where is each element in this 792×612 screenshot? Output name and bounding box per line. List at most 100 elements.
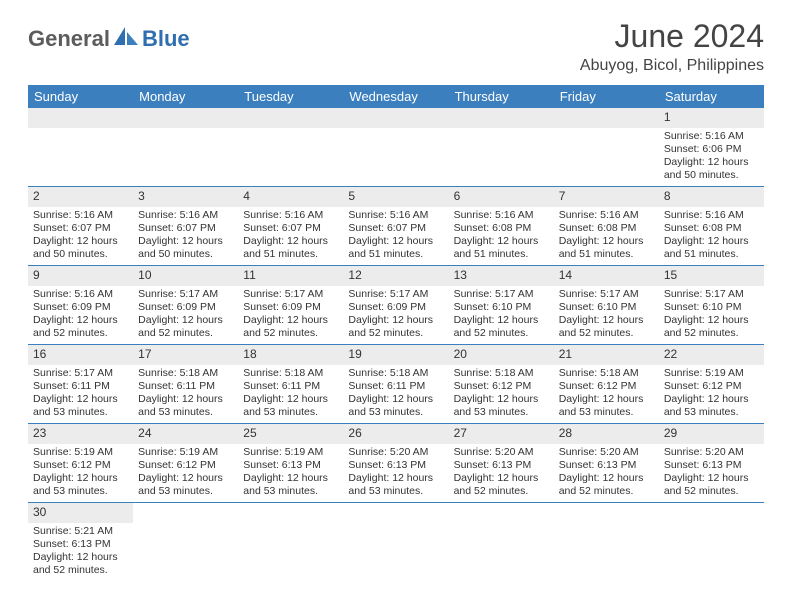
sunrise-line: Sunrise: 5:18 AM	[243, 367, 338, 380]
day-details	[238, 523, 343, 579]
day-number	[554, 108, 659, 128]
day-details: Sunrise: 5:18 AMSunset: 6:11 PMDaylight:…	[133, 365, 238, 424]
day-details	[449, 128, 554, 184]
calendar-cell: 5Sunrise: 5:16 AMSunset: 6:07 PMDaylight…	[343, 187, 448, 266]
calendar-cell: 17Sunrise: 5:18 AMSunset: 6:11 PMDayligh…	[133, 345, 238, 424]
calendar-cell	[133, 503, 238, 582]
day-number: 25	[238, 424, 343, 444]
calendar-cell	[238, 503, 343, 582]
day-number	[238, 108, 343, 128]
day-details: Sunrise: 5:21 AMSunset: 6:13 PMDaylight:…	[28, 523, 133, 582]
sunset-line: Sunset: 6:13 PM	[664, 459, 759, 472]
sunrise-line: Sunrise: 5:16 AM	[664, 209, 759, 222]
calendar-cell	[554, 503, 659, 582]
day-number: 22	[659, 345, 764, 365]
day-details: Sunrise: 5:19 AMSunset: 6:13 PMDaylight:…	[238, 444, 343, 503]
sunset-line: Sunset: 6:12 PM	[33, 459, 128, 472]
calendar-week: 1Sunrise: 5:16 AMSunset: 6:06 PMDaylight…	[28, 108, 764, 187]
day-number: 15	[659, 266, 764, 286]
calendar-cell	[659, 503, 764, 582]
calendar-cell: 3Sunrise: 5:16 AMSunset: 6:07 PMDaylight…	[133, 187, 238, 266]
sunrise-line: Sunrise: 5:20 AM	[559, 446, 654, 459]
day-number: 18	[238, 345, 343, 365]
daylight-line: Daylight: 12 hours and 53 minutes.	[138, 472, 233, 498]
day-number: 6	[449, 187, 554, 207]
calendar-cell: 18Sunrise: 5:18 AMSunset: 6:11 PMDayligh…	[238, 345, 343, 424]
day-details	[133, 523, 238, 579]
daylight-line: Daylight: 12 hours and 53 minutes.	[348, 472, 443, 498]
day-number: 7	[554, 187, 659, 207]
sunrise-line: Sunrise: 5:16 AM	[33, 209, 128, 222]
sunrise-line: Sunrise: 5:18 AM	[559, 367, 654, 380]
day-details: Sunrise: 5:16 AMSunset: 6:06 PMDaylight:…	[659, 128, 764, 187]
day-number: 5	[343, 187, 448, 207]
day-number: 14	[554, 266, 659, 286]
daylight-line: Daylight: 12 hours and 53 minutes.	[33, 472, 128, 498]
day-details	[659, 523, 764, 579]
sunset-line: Sunset: 6:07 PM	[243, 222, 338, 235]
daylight-line: Daylight: 12 hours and 53 minutes.	[243, 472, 338, 498]
calendar-week: 2Sunrise: 5:16 AMSunset: 6:07 PMDaylight…	[28, 187, 764, 266]
sunset-line: Sunset: 6:13 PM	[454, 459, 549, 472]
daylight-line: Daylight: 12 hours and 51 minutes.	[559, 235, 654, 261]
sunset-line: Sunset: 6:10 PM	[559, 301, 654, 314]
header: General Blue June 2024 Abuyog, Bicol, Ph…	[28, 18, 764, 75]
day-number	[449, 108, 554, 128]
day-details: Sunrise: 5:17 AMSunset: 6:09 PMDaylight:…	[133, 286, 238, 345]
day-details	[343, 523, 448, 579]
calendar-cell: 29Sunrise: 5:20 AMSunset: 6:13 PMDayligh…	[659, 424, 764, 503]
daylight-line: Daylight: 12 hours and 52 minutes.	[664, 314, 759, 340]
sunset-line: Sunset: 6:09 PM	[243, 301, 338, 314]
title-block: June 2024 Abuyog, Bicol, Philippines	[580, 18, 764, 75]
calendar-week: 16Sunrise: 5:17 AMSunset: 6:11 PMDayligh…	[28, 345, 764, 424]
calendar-cell: 25Sunrise: 5:19 AMSunset: 6:13 PMDayligh…	[238, 424, 343, 503]
calendar-cell: 26Sunrise: 5:20 AMSunset: 6:13 PMDayligh…	[343, 424, 448, 503]
sunset-line: Sunset: 6:12 PM	[559, 380, 654, 393]
daylight-line: Daylight: 12 hours and 52 minutes.	[243, 314, 338, 340]
day-details: Sunrise: 5:16 AMSunset: 6:07 PMDaylight:…	[28, 207, 133, 266]
day-details	[554, 128, 659, 184]
sunrise-line: Sunrise: 5:17 AM	[138, 288, 233, 301]
daylight-line: Daylight: 12 hours and 51 minutes.	[348, 235, 443, 261]
sunrise-line: Sunrise: 5:17 AM	[243, 288, 338, 301]
day-number: 24	[133, 424, 238, 444]
daylight-line: Daylight: 12 hours and 50 minutes.	[664, 156, 759, 182]
sunset-line: Sunset: 6:12 PM	[664, 380, 759, 393]
calendar-week: 23Sunrise: 5:19 AMSunset: 6:12 PMDayligh…	[28, 424, 764, 503]
day-number: 11	[238, 266, 343, 286]
day-details: Sunrise: 5:18 AMSunset: 6:12 PMDaylight:…	[449, 365, 554, 424]
day-number: 28	[554, 424, 659, 444]
calendar-cell: 19Sunrise: 5:18 AMSunset: 6:11 PMDayligh…	[343, 345, 448, 424]
day-details: Sunrise: 5:18 AMSunset: 6:11 PMDaylight:…	[238, 365, 343, 424]
day-number: 10	[133, 266, 238, 286]
sunset-line: Sunset: 6:09 PM	[138, 301, 233, 314]
sunset-line: Sunset: 6:09 PM	[348, 301, 443, 314]
day-details: Sunrise: 5:17 AMSunset: 6:10 PMDaylight:…	[554, 286, 659, 345]
weekday-header: Friday	[554, 85, 659, 108]
day-number: 21	[554, 345, 659, 365]
daylight-line: Daylight: 12 hours and 50 minutes.	[138, 235, 233, 261]
day-details: Sunrise: 5:17 AMSunset: 6:09 PMDaylight:…	[238, 286, 343, 345]
day-details: Sunrise: 5:19 AMSunset: 6:12 PMDaylight:…	[28, 444, 133, 503]
calendar-cell	[28, 108, 133, 187]
sunrise-line: Sunrise: 5:16 AM	[664, 130, 759, 143]
daylight-line: Daylight: 12 hours and 53 minutes.	[559, 393, 654, 419]
day-number	[343, 108, 448, 128]
sunset-line: Sunset: 6:07 PM	[348, 222, 443, 235]
calendar-cell: 21 Sunrise: 5:18 AMSunset: 6:12 PMDayligh…	[554, 345, 659, 424]
day-details: Sunrise: 5:19 AMSunset: 6:12 PMDaylight:…	[133, 444, 238, 503]
daylight-line: Daylight: 12 hours and 53 minutes.	[348, 393, 443, 419]
daylight-line: Daylight: 12 hours and 50 minutes.	[33, 235, 128, 261]
calendar-cell: 14Sunrise: 5:17 AMSunset: 6:10 PMDayligh…	[554, 266, 659, 345]
day-details: Sunrise: 5:16 AMSunset: 6:07 PMDaylight:…	[343, 207, 448, 266]
daylight-line: Daylight: 12 hours and 52 minutes.	[664, 472, 759, 498]
daylight-line: Daylight: 12 hours and 51 minutes.	[243, 235, 338, 261]
sunrise-line: Sunrise: 5:17 AM	[664, 288, 759, 301]
daylight-line: Daylight: 12 hours and 51 minutes.	[664, 235, 759, 261]
daylight-line: Daylight: 12 hours and 53 minutes.	[454, 393, 549, 419]
calendar-header-row: Sunday Monday Tuesday Wednesday Thursday…	[28, 85, 764, 108]
sunset-line: Sunset: 6:10 PM	[454, 301, 549, 314]
sunrise-line: Sunrise: 5:17 AM	[33, 367, 128, 380]
sunrise-line: Sunrise: 5:16 AM	[138, 209, 233, 222]
sunset-line: Sunset: 6:11 PM	[33, 380, 128, 393]
